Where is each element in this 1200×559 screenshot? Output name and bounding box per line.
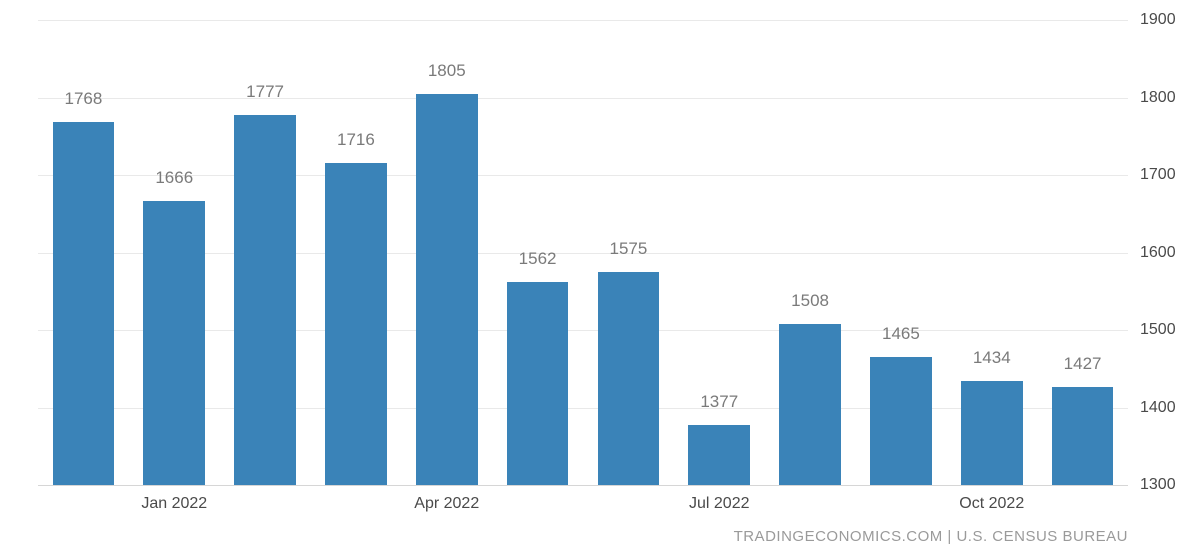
y-tick-label: 1900 [1140, 11, 1176, 29]
y-tick-label: 1300 [1140, 476, 1176, 494]
x-tick-label: Oct 2022 [959, 495, 1024, 513]
bar-value-label: 1427 [1064, 354, 1102, 374]
x-tick-label: Apr 2022 [414, 495, 479, 513]
bar [507, 282, 569, 485]
bar [779, 324, 841, 485]
y-tick-label: 1600 [1140, 244, 1176, 262]
bar-value-label: 1666 [155, 168, 193, 188]
y-tick-label: 1500 [1140, 321, 1176, 339]
chart-container: 1300 1400 1500 1600 1700 1800 1900 1768 1666 1777… [0, 0, 1200, 559]
source-attribution: TRADINGECONOMICS.COM | U.S. CENSUS BUREA… [734, 528, 1128, 545]
y-tick-label: 1400 [1140, 399, 1176, 417]
bar [598, 272, 660, 485]
bar-value-label: 1805 [428, 61, 466, 81]
gridline [38, 98, 1128, 99]
bar [325, 163, 387, 485]
bar [1052, 387, 1114, 485]
bar [53, 122, 115, 485]
bar [416, 94, 478, 485]
bar-value-label: 1768 [64, 89, 102, 109]
bar [234, 115, 296, 485]
bar [688, 425, 750, 485]
bar-value-label: 1575 [609, 239, 647, 259]
bar [143, 201, 205, 485]
bar-value-label: 1508 [791, 291, 829, 311]
bar-value-label: 1562 [519, 249, 557, 269]
x-tick-label: Jan 2022 [141, 495, 207, 513]
bar-value-label: 1377 [700, 392, 738, 412]
bar-value-label: 1777 [246, 82, 284, 102]
y-tick-label: 1800 [1140, 89, 1176, 107]
plot-area: 1300140015001600170018001900176816661777… [38, 20, 1128, 485]
gridline [38, 485, 1128, 486]
gridline [38, 175, 1128, 176]
x-tick-label: Jul 2022 [689, 495, 750, 513]
gridline [38, 20, 1128, 21]
bar-value-label: 1465 [882, 324, 920, 344]
bar [870, 357, 932, 485]
bar-value-label: 1716 [337, 130, 375, 150]
y-tick-label: 1700 [1140, 166, 1176, 184]
bar-value-label: 1434 [973, 348, 1011, 368]
bar [961, 381, 1023, 485]
